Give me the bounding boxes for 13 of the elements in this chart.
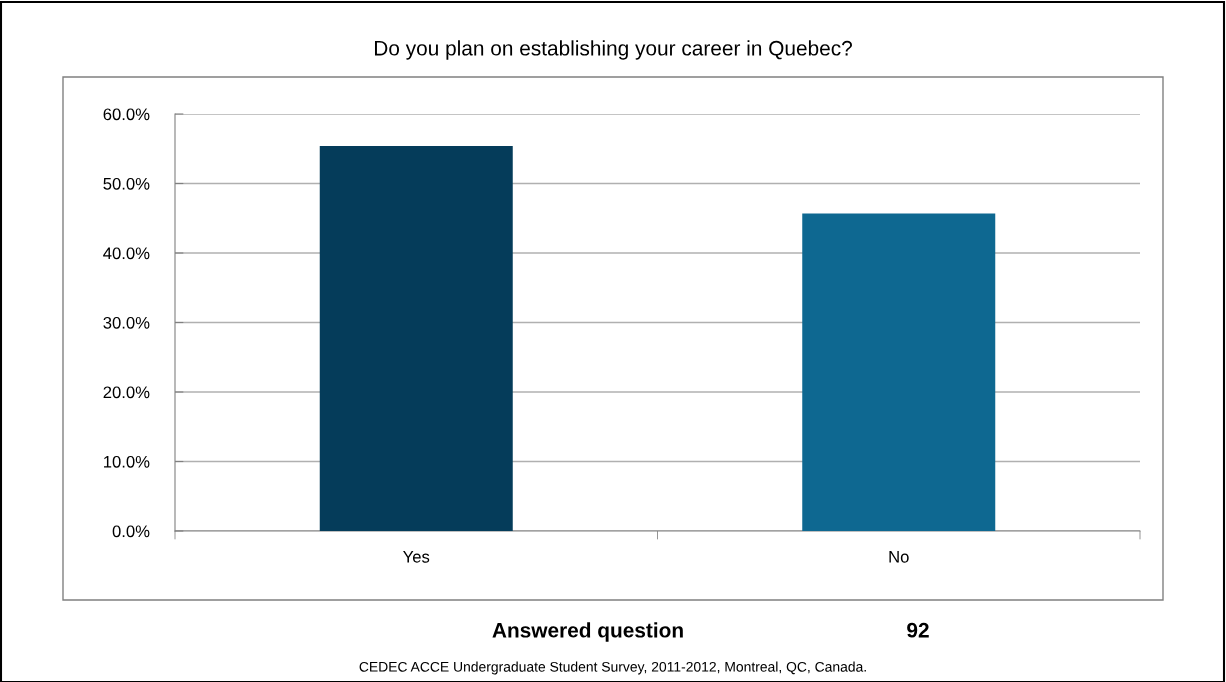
y-tick-label: 40.0% xyxy=(103,247,150,260)
text: 92 xyxy=(907,622,929,638)
y-tick-label: 50.0% xyxy=(103,177,150,190)
chart-title: Do you plan on establishing your career in Quebec? xyxy=(375,40,852,60)
text: Answered question xyxy=(492,622,683,642)
y-tick-label: 60.0% xyxy=(103,108,150,121)
y-tick-label: 30.0% xyxy=(103,316,150,329)
y-tick-label: 20.0% xyxy=(103,386,150,399)
x-tick-label: Yes xyxy=(403,551,430,563)
y-tick-label: 0.0% xyxy=(112,525,150,538)
y-tick-label: 10.0% xyxy=(104,455,150,468)
text: CEDEC ACCE Undergraduate Student Survey, 2011-2012, Montreal, QC, Canada. xyxy=(359,661,866,675)
x-tick-label: No xyxy=(889,551,909,563)
